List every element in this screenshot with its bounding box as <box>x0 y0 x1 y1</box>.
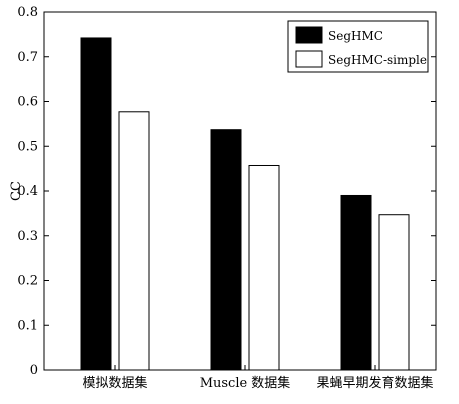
x-category-label: Muscle 数据集 <box>200 375 291 391</box>
legend-label-seghmc-simple: SegHMC-simple <box>328 53 427 67</box>
legend: SegHMC SegHMC-simple <box>287 20 429 73</box>
x-axis: 模拟数据集 Muscle 数据集 果蝇早期发育数据集 <box>82 365 434 391</box>
y-tick-label: 0.6 <box>17 95 38 110</box>
bar-seghmc-simple <box>248 164 280 371</box>
bar-seghmc-simple <box>118 111 150 371</box>
y-tick-label: 0.8 <box>17 5 38 20</box>
y-tick-label: 0.7 <box>17 50 38 65</box>
y-axis: 0 0.1 0.2 0.3 0.4 0.5 0.6 0.7 0.8 <box>17 5 436 378</box>
x-category-label: 果蝇早期发育数据集 <box>316 375 433 391</box>
y-tick-label: 0.3 <box>17 229 38 244</box>
legend-swatch-seghmc-simple <box>295 50 323 68</box>
legend-swatch-seghmc <box>295 26 323 44</box>
y-tick-label: 0.5 <box>17 139 38 154</box>
bar-seghmc <box>340 194 372 371</box>
y-tick-label: 0.2 <box>17 274 38 289</box>
legend-label-seghmc: SegHMC <box>328 29 383 43</box>
y-tick-label: 0.1 <box>17 318 38 333</box>
bar-seghmc <box>80 37 112 371</box>
bars-group <box>80 37 410 371</box>
bar-seghmc <box>210 129 242 371</box>
y-tick-label: 0 <box>30 363 38 378</box>
bar-seghmc-simple <box>378 214 410 371</box>
y-axis-label: CC <box>9 181 24 201</box>
y-tick-label: 0.4 <box>17 184 38 199</box>
x-category-label: 模拟数据集 <box>82 375 147 391</box>
